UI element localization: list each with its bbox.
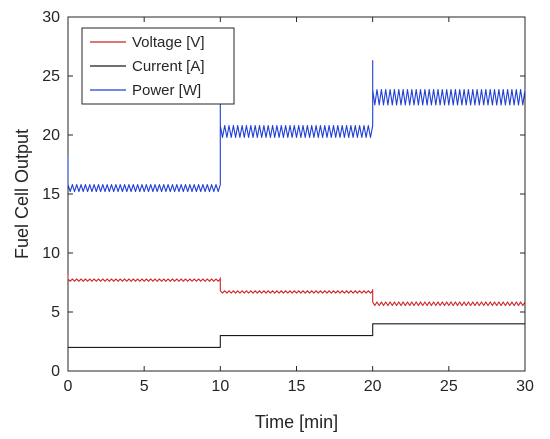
y-axis-title: Fuel Cell Output xyxy=(12,129,32,259)
y-tick-label: 0 xyxy=(51,363,60,380)
legend-label-1: Current [A] xyxy=(132,58,205,75)
x-tick-label: 20 xyxy=(364,378,382,395)
x-axis-title: Time [min] xyxy=(255,412,338,432)
y-tick-label: 15 xyxy=(42,186,60,203)
x-tick-label: 0 xyxy=(64,378,73,395)
legend: Voltage [V] Current [A] Power [W] xyxy=(81,27,235,105)
x-tick-label: 25 xyxy=(440,378,458,395)
series-line-1 xyxy=(68,323,525,348)
y-tick-label: 20 xyxy=(42,127,60,144)
x-tick-label: 15 xyxy=(288,378,306,395)
legend-items: Voltage [V] Current [A] Power [W] xyxy=(90,34,205,99)
y-tick-label: 25 xyxy=(42,68,60,85)
series-line-2 xyxy=(67,60,526,193)
ticks-group: 0 5 10 15 20 25 30 0 5 10 15 20 25 30 xyxy=(42,9,534,395)
y-tick-label: 30 xyxy=(42,9,60,26)
y-tick-label: 10 xyxy=(42,245,60,262)
series-line-0 xyxy=(67,274,526,307)
legend-label-2: Power [W] xyxy=(132,82,201,99)
x-tick-label: 30 xyxy=(516,378,534,395)
y-tick-label: 5 xyxy=(51,304,60,321)
series-group xyxy=(67,60,526,348)
x-tick-label: 5 xyxy=(140,378,149,395)
x-tick-label: 10 xyxy=(211,378,229,395)
legend-label-0: Voltage [V] xyxy=(132,34,205,51)
